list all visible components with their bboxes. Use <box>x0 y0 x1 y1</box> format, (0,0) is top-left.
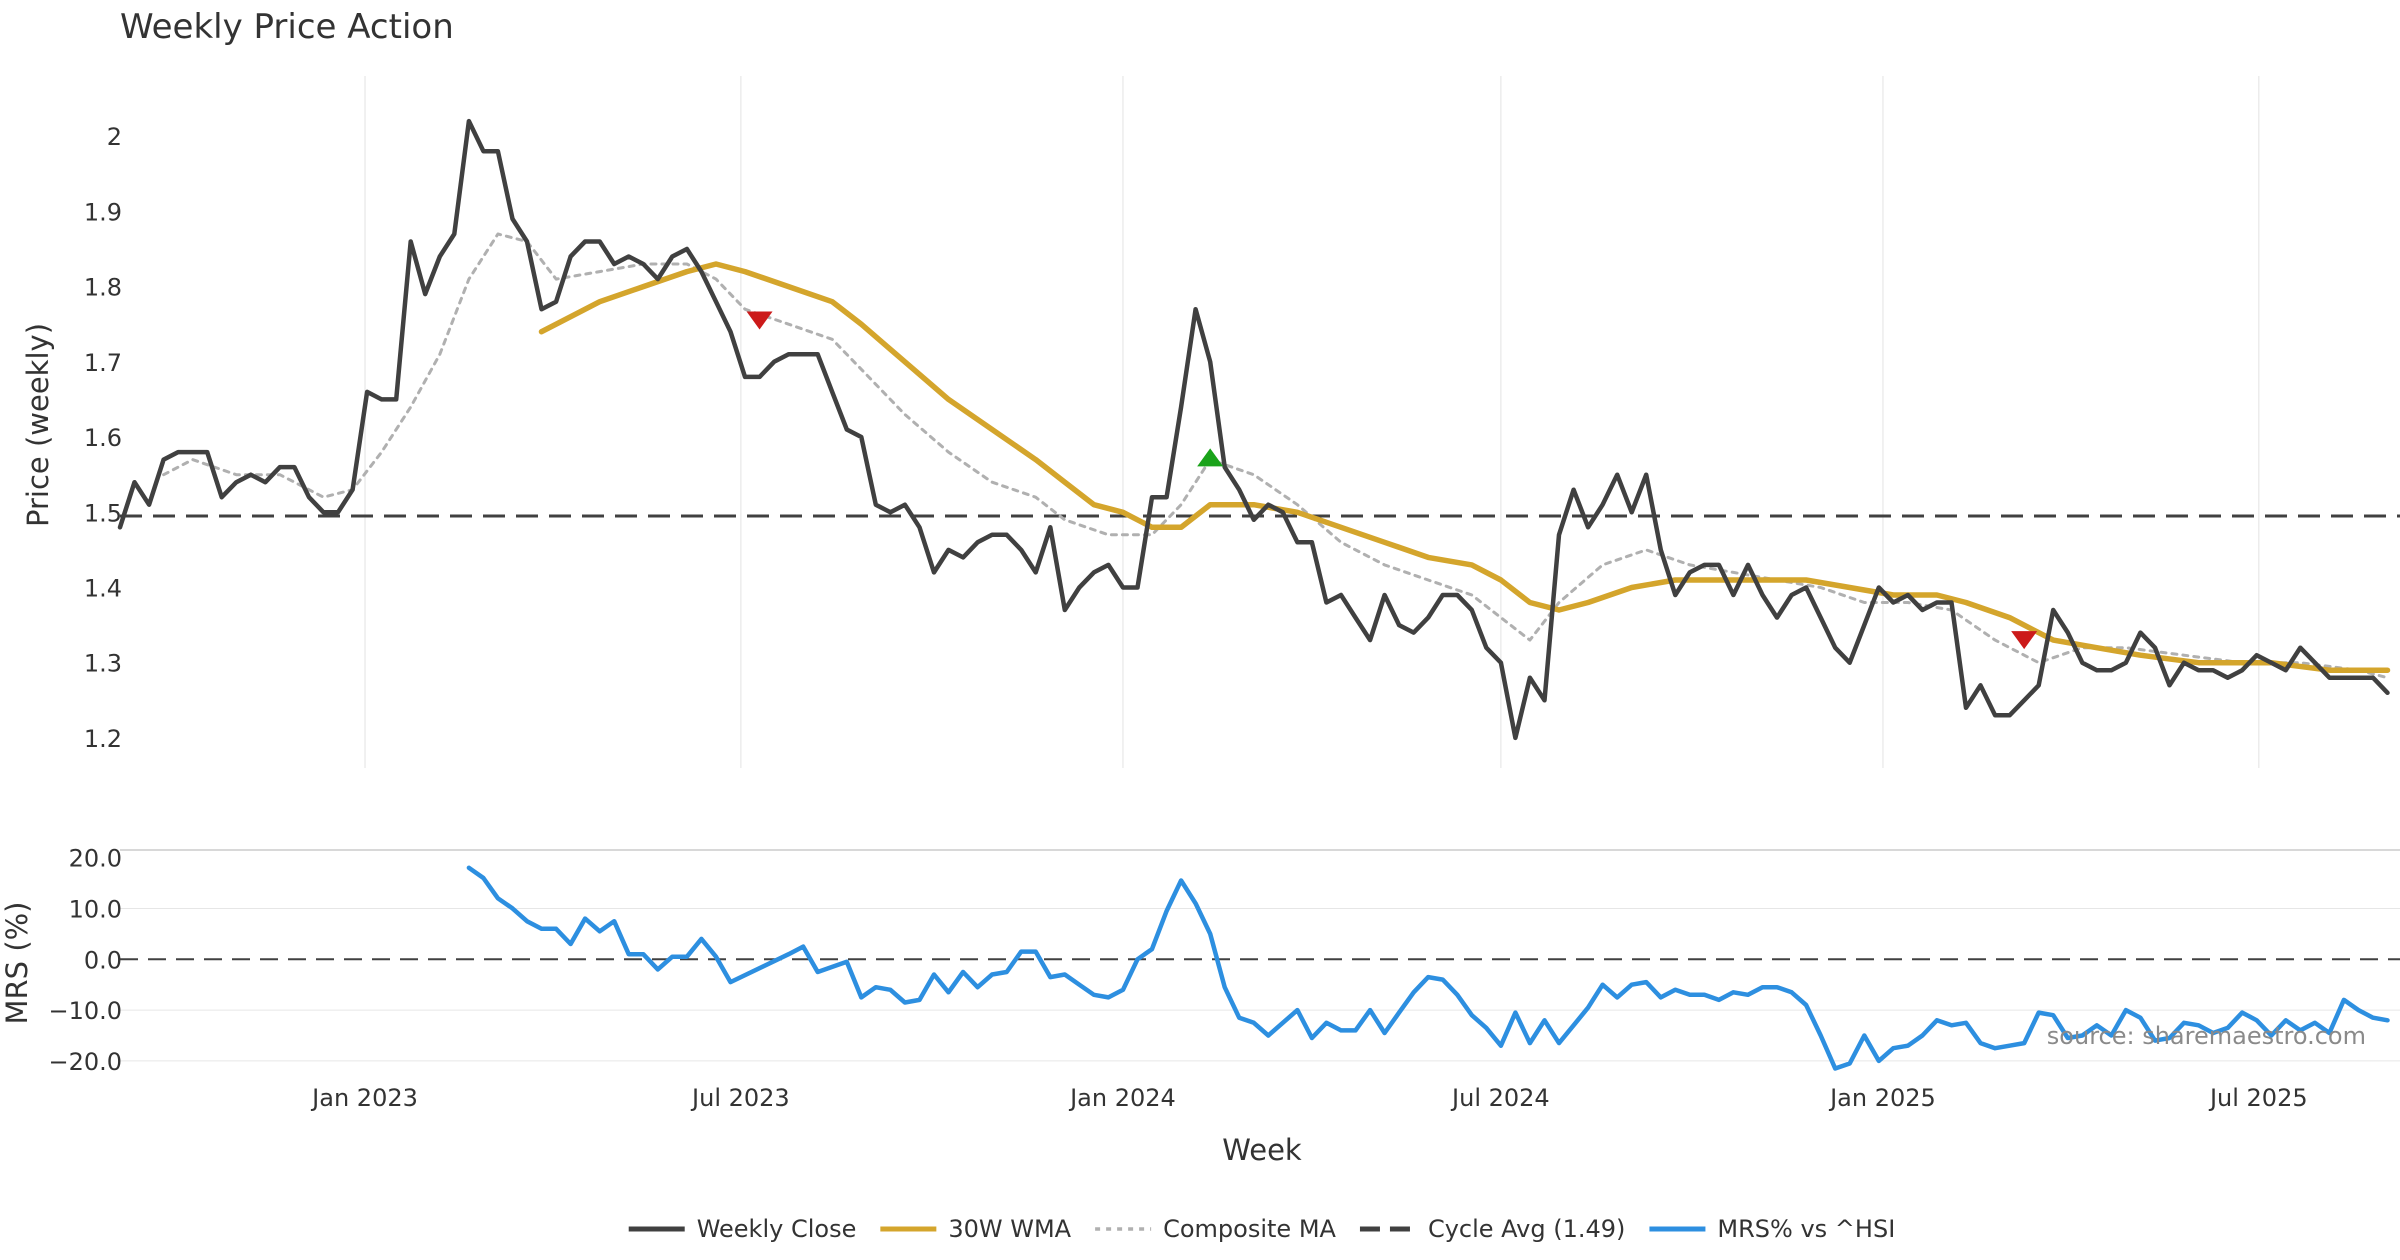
price-y-tick-labels: 1.2 1.3 1.4 1.5 1.6 1.7 1.8 1.9 2 <box>84 123 122 753</box>
mrs-y-tick-labels: −20.0 −10.0 0.0 10.0 20.0 <box>48 845 122 1076</box>
series-weekly-close <box>117 118 2390 741</box>
mrs-series-line <box>466 865 2390 1071</box>
legend-label: 30W WMA <box>948 1215 1071 1243</box>
price-y-tick-6: 1.8 <box>84 274 122 302</box>
x-tick-5: Jul 2025 <box>2208 1084 2308 1112</box>
price-y-tick-1: 1.3 <box>84 650 122 678</box>
x-tick-2: Jan 2024 <box>1068 1084 1176 1112</box>
x-tick-0: Jan 2023 <box>310 1084 418 1112</box>
legend-item-1: 30W WMA <box>880 1215 1072 1243</box>
x-tick-1: Jul 2023 <box>690 1084 790 1112</box>
mrs-y-tick-1: −10.0 <box>48 997 122 1025</box>
price-y-tick-4: 1.6 <box>84 424 122 452</box>
mrs-y-tick-4: 20.0 <box>69 845 122 873</box>
legend-item-0: Weekly Close <box>628 1215 857 1243</box>
chart-title: Weekly Price Action <box>120 7 454 47</box>
legend-item-2: Composite MA <box>1095 1215 1337 1243</box>
price-y-tick-5: 1.7 <box>84 349 122 377</box>
price-series-lines <box>117 118 2391 741</box>
mrs-panel-grid <box>120 907 2400 1062</box>
price-y-tick-0: 1.2 <box>84 725 122 753</box>
mrs-y-tick-3: 10.0 <box>69 895 122 923</box>
source-annotation: source: sharemaestro.com <box>2047 1022 2366 1050</box>
legend-label: Weekly Close <box>697 1215 857 1243</box>
price-y-tick-8: 2 <box>107 123 122 151</box>
chart-legend: Weekly Close 30W WMA Composite MA Cycle Avg… <box>628 1215 1895 1243</box>
price-y-tick-3: 1.5 <box>84 499 122 527</box>
mrs-y-axis-label: MRS (%) <box>0 902 34 1025</box>
x-tick-4: Jan 2025 <box>1828 1084 1936 1112</box>
x-tick-3: Jul 2024 <box>1450 1084 1550 1112</box>
x-tick-labels: Jan 2023 Jul 2023 Jan 2024 Jul 2024 Jan 2025… <box>310 1084 2307 1112</box>
price-panel-grid <box>364 76 2260 768</box>
price-y-axis-label: Price (weekly) <box>21 323 55 527</box>
legend-label: Cycle Avg (1.49) <box>1428 1215 1625 1243</box>
price-y-tick-7: 1.9 <box>84 198 122 226</box>
x-axis-label: Week <box>1222 1133 1302 1167</box>
legend-item-3: Cycle Avg (1.49) <box>1359 1215 1625 1243</box>
series-mrs-vs-hsi <box>466 865 2390 1071</box>
price-y-tick-2: 1.4 <box>84 574 122 602</box>
legend-item-4: MRS% vs ^HSI <box>1649 1215 1895 1243</box>
legend-label: Composite MA <box>1163 1215 1336 1243</box>
series-composite-ma <box>162 232 2389 680</box>
series-30w-wma <box>538 261 2391 673</box>
mrs-y-tick-0: −20.0 <box>48 1048 122 1076</box>
buy-signal-marker <box>1197 448 1224 467</box>
mrs-y-tick-2: 0.0 <box>84 946 122 974</box>
signal-markers <box>746 311 2038 650</box>
sell-signal-marker <box>2011 631 2038 650</box>
sell-signal-marker <box>746 311 773 330</box>
legend-label: MRS% vs ^HSI <box>1717 1215 1895 1243</box>
